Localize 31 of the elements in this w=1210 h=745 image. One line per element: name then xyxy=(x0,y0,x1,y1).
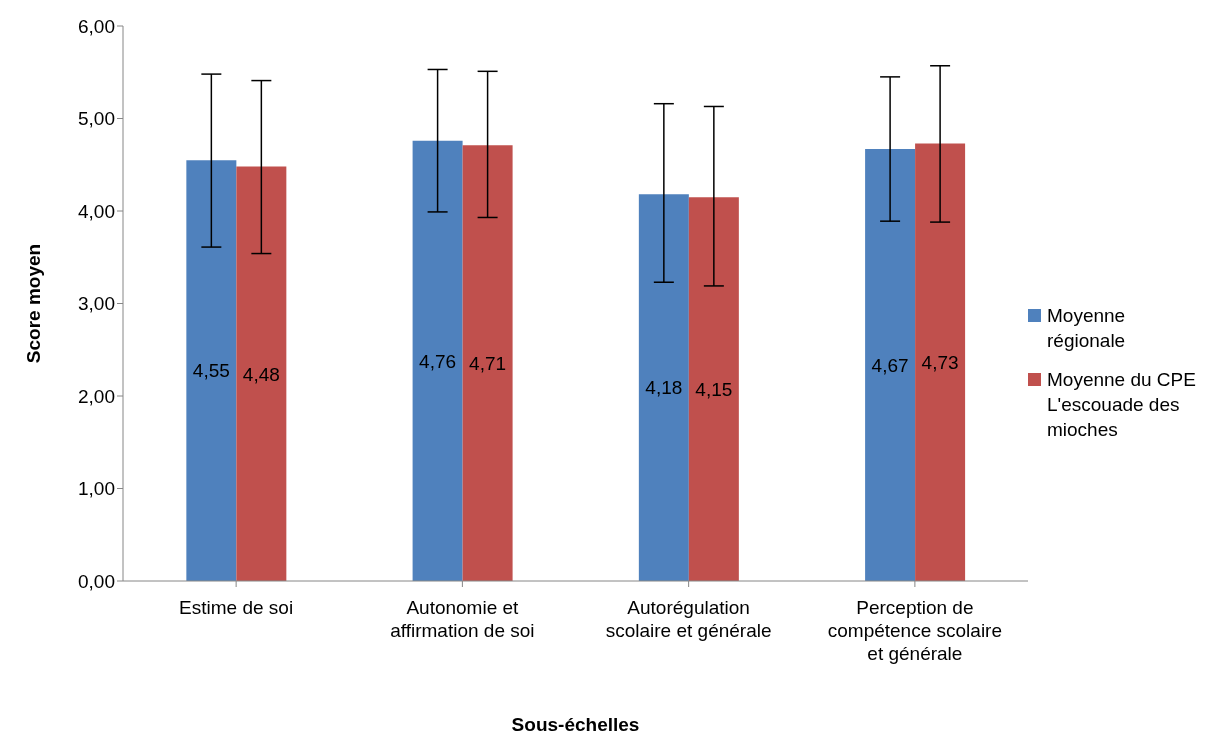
bar xyxy=(638,194,689,581)
data-label: 4,55 xyxy=(192,360,230,382)
y-tick-label: 0,00 xyxy=(78,570,115,592)
legend-label: Moyenne régionale xyxy=(1047,303,1127,353)
data-label: 4,76 xyxy=(419,350,457,372)
x-tick-label: Autorégulation scolaire et générale xyxy=(605,597,772,641)
legend-label: Moyenne du CPE L'escouade des mioches xyxy=(1047,367,1197,442)
data-label: 4,71 xyxy=(469,352,507,374)
y-tick-label: 6,00 xyxy=(78,15,115,37)
bar xyxy=(865,149,916,581)
bar xyxy=(915,143,966,581)
x-axis-title: Sous-échelles xyxy=(511,714,640,735)
bar xyxy=(412,140,463,581)
x-tick-label: Autonomie et affirmation de soi xyxy=(390,597,535,641)
y-tick-label: 2,00 xyxy=(78,385,115,407)
y-tick-label: 4,00 xyxy=(78,200,115,222)
data-label: 4,18 xyxy=(645,377,683,399)
y-tick-label: 3,00 xyxy=(78,293,115,315)
bar xyxy=(236,166,287,581)
y-tick-label: 5,00 xyxy=(78,108,115,130)
bar xyxy=(186,160,237,581)
x-tick-label: Estime de soi xyxy=(179,597,294,619)
y-tick-label: 1,00 xyxy=(78,478,115,500)
data-label: 4,67 xyxy=(871,354,909,376)
bar xyxy=(462,145,513,581)
data-label: 4,48 xyxy=(242,363,280,385)
bar xyxy=(688,197,739,581)
data-label: 4,73 xyxy=(921,351,959,373)
y-axis-title: Score moyen xyxy=(22,243,44,364)
data-label: 4,15 xyxy=(695,378,733,400)
x-tick-label: Perception de compétence scolaire et générale xyxy=(827,597,1003,664)
